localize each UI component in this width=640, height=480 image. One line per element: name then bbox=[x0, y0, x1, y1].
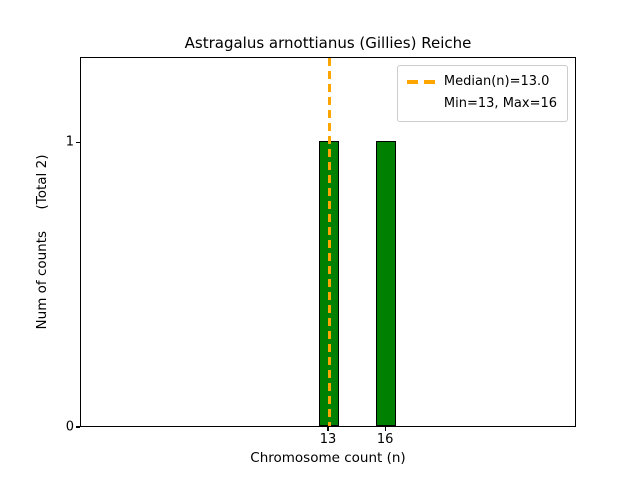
bar bbox=[376, 141, 397, 426]
x-tick-label: 16 bbox=[376, 432, 394, 447]
y-axis-label: Num of counts (Total 2) bbox=[34, 154, 50, 330]
legend-label: Median(n)=13.0 bbox=[443, 74, 550, 89]
legend: Median(n)=13.0 Min=13, Max=16 bbox=[396, 65, 568, 122]
x-tick-mark bbox=[384, 427, 386, 431]
y-tick-label: 1 bbox=[65, 134, 74, 150]
plot-area: Median(n)=13.0 Min=13, Max=16 bbox=[80, 57, 576, 427]
y-tick-label: 0 bbox=[65, 419, 74, 435]
legend-swatch-spacer bbox=[407, 102, 435, 106]
y-tick-mark bbox=[76, 426, 80, 428]
median-line bbox=[327, 58, 331, 426]
legend-row: Min=13, Max=16 bbox=[407, 93, 557, 115]
y-tick-mark bbox=[76, 141, 80, 143]
x-tick-label: 13 bbox=[319, 432, 337, 447]
legend-label: Min=13, Max=16 bbox=[443, 96, 557, 111]
legend-dashed-line-icon bbox=[406, 80, 435, 84]
x-axis-label: Chromosome count (n) bbox=[250, 450, 406, 466]
chart-title: Astragalus arnottianus (Gillies) Reiche bbox=[184, 34, 472, 52]
legend-row: Median(n)=13.0 bbox=[406, 71, 557, 93]
x-tick-mark bbox=[327, 427, 329, 431]
